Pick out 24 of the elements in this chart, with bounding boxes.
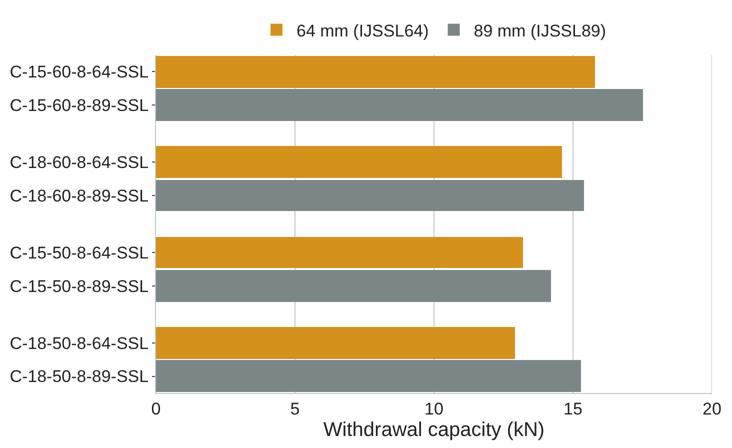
x-tick-label: 10: [424, 399, 444, 418]
x-tick-label: 20: [702, 399, 722, 418]
y-tick-label: C-18-50-8-64-SSL: [10, 334, 149, 353]
y-tick-label: C-15-50-8-89-SSL: [10, 276, 149, 296]
legend-label: 64 mm (IJSSL64): [296, 21, 429, 40]
x-tick-label: 15: [564, 399, 582, 418]
bar: [156, 146, 562, 178]
y-tick-label: C-15-60-8-89-SSL: [10, 96, 149, 116]
x-axis-title: Withdrawal capacity (kN): [323, 418, 545, 441]
bar: [156, 56, 595, 88]
y-tick-label: C-15-60-8-64-SSL: [10, 62, 149, 82]
bar: [156, 327, 515, 359]
x-tick-label: 5: [290, 399, 300, 418]
y-tick-label: C-15-50-8-64-SSL: [10, 243, 149, 262]
bar: [156, 360, 581, 392]
bar: [156, 270, 551, 302]
y-tick-label: C-18-60-8-89-SSL: [10, 186, 149, 206]
bar: [156, 180, 584, 211]
x-tick-label: 0: [151, 399, 161, 418]
bar: [156, 89, 643, 121]
legend-label: 89 mm (IJSSL89): [474, 21, 606, 40]
y-tick-label: C-18-50-8-89-SSL: [10, 367, 149, 386]
bar: [156, 237, 523, 268]
y-tick-label: C-18-60-8-64-SSL: [10, 153, 149, 172]
